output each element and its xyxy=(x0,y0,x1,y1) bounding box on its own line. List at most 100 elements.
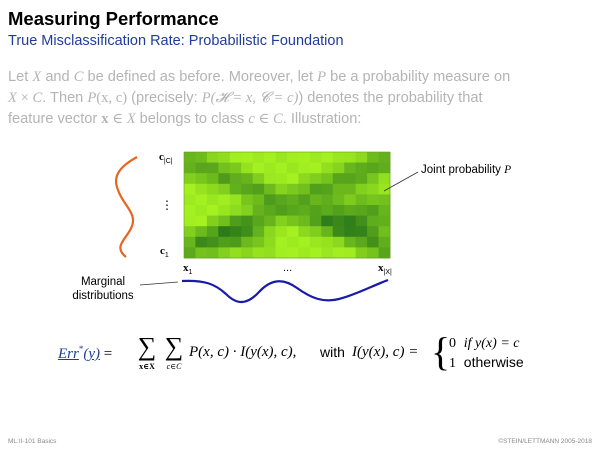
heatmap-cell xyxy=(378,215,391,227)
heatmap-cell xyxy=(264,194,276,206)
footer-left: ML:II-101 Basics xyxy=(8,438,57,445)
intro-text: (precisely: xyxy=(127,90,202,106)
sum-symbol: ∑ xyxy=(164,332,184,361)
heatmap-cell xyxy=(287,205,299,216)
heatmap-cell xyxy=(287,247,299,259)
x-left-subscript: 1 xyxy=(188,269,193,277)
heatmap-cell xyxy=(332,205,345,216)
heatmap-cell xyxy=(309,215,322,227)
marginal-leader xyxy=(139,281,179,286)
y-axis-vdots: ⋮ xyxy=(161,198,173,212)
heatmap-cell xyxy=(241,247,254,259)
heatmap-cell xyxy=(287,226,299,238)
heatmap-cell xyxy=(241,205,254,216)
heatmap-cell xyxy=(241,194,254,206)
heatmap-cell xyxy=(378,152,391,163)
sum-over-x: ∑ x∈X xyxy=(132,332,162,371)
heatmap-cell xyxy=(367,226,379,238)
heatmap-cell xyxy=(264,226,276,238)
heatmap-cell xyxy=(218,205,231,216)
heatmap-cell xyxy=(355,194,368,206)
heatmap-cell xyxy=(321,215,334,227)
heatmap-cell xyxy=(355,162,368,174)
math-X: X xyxy=(126,111,136,127)
cases-brace: { xyxy=(431,329,451,374)
heatmap-cell xyxy=(298,215,311,227)
err-term: Err*(y) = xyxy=(58,344,112,363)
intro-text: and xyxy=(41,69,74,85)
heatmap-cell xyxy=(298,152,311,163)
math-in: ∈ xyxy=(108,111,127,127)
heatmap-cell xyxy=(309,162,322,174)
slide-title: Measuring Performance xyxy=(8,8,219,29)
joint-label-symbol: P xyxy=(504,164,512,176)
heatmap-cell xyxy=(229,226,242,238)
sum-subscript-c: c∈C xyxy=(166,362,182,371)
heatmap-cell xyxy=(332,194,345,206)
heatmap-cell xyxy=(344,183,357,195)
heatmap-cell xyxy=(298,205,311,216)
footer-right: ©STEIN/LETTMANN 2005-2018 xyxy=(498,438,592,445)
heatmap-cell xyxy=(309,236,322,248)
math-c: c xyxy=(248,111,255,127)
heatmap-cell xyxy=(367,247,379,259)
heatmap-cell xyxy=(298,162,311,174)
heatmap-cell xyxy=(184,236,196,248)
heatmap-cell xyxy=(241,236,254,248)
heatmap-cell xyxy=(252,183,265,195)
heatmap-cell xyxy=(321,205,334,216)
heatmap-cell xyxy=(344,162,357,174)
heatmap-cell xyxy=(195,194,208,206)
heatmap-cell xyxy=(206,205,219,216)
heatmap-cell xyxy=(264,215,276,227)
x-axis-right-label: x|X| xyxy=(378,262,392,276)
heatmap-cell xyxy=(241,215,254,227)
slide-subtitle: True Misclassification Rate: Probabilist… xyxy=(8,33,344,49)
heatmap-cell xyxy=(321,162,334,174)
heatmap-cell xyxy=(344,173,357,185)
heatmap-cell xyxy=(355,205,368,216)
heatmap-cell xyxy=(206,162,219,174)
heatmap-cell xyxy=(367,215,379,227)
heatmap-cell xyxy=(218,162,231,174)
heatmap-cell xyxy=(264,162,276,174)
illustration xyxy=(114,151,419,304)
sum-symbol: ∑ xyxy=(137,332,157,361)
heatmap-cell xyxy=(275,215,288,227)
math-C: C xyxy=(272,111,283,127)
heatmap-cell xyxy=(309,205,322,216)
math-P: P xyxy=(87,90,97,106)
heatmap-cell xyxy=(229,205,242,216)
heatmap-cell xyxy=(367,173,379,185)
heatmap-cell xyxy=(264,183,276,195)
heatmap-cell xyxy=(184,173,196,185)
heatmap-cell xyxy=(252,247,265,259)
marginal-label-line2: distributions xyxy=(72,290,134,302)
heatmap-cell xyxy=(206,173,219,185)
heatmap-cell xyxy=(252,152,265,163)
heatmap-cell xyxy=(275,226,288,238)
heatmap-cell xyxy=(367,162,379,174)
case-1-value: 0 xyxy=(449,336,456,351)
heatmap-cell xyxy=(229,162,242,174)
heatmap-cell xyxy=(332,215,345,227)
x-left-letter: x xyxy=(183,262,189,274)
heatmap-cell xyxy=(298,247,311,259)
heatmap-cell xyxy=(195,226,208,238)
math-P: P xyxy=(317,69,327,85)
math-precise-prob: P(𝓗 = x, 𝓒 = c) xyxy=(201,90,299,106)
heatmap-cell xyxy=(344,152,357,163)
heatmap-cell xyxy=(229,152,242,163)
heatmap-cell xyxy=(344,215,357,227)
heatmap-cell xyxy=(309,226,322,238)
heatmap-cell xyxy=(378,194,391,206)
heatmap-cell xyxy=(321,194,334,206)
heatmap-cell xyxy=(378,205,391,216)
heatmap-cell xyxy=(184,226,196,238)
heatmap-cell xyxy=(344,194,357,206)
heatmap-cell xyxy=(218,194,231,206)
heatmap-cell xyxy=(332,247,345,259)
heatmap-cell xyxy=(287,194,299,206)
heatmap-cell xyxy=(275,173,288,185)
heatmap-cell xyxy=(355,173,368,185)
